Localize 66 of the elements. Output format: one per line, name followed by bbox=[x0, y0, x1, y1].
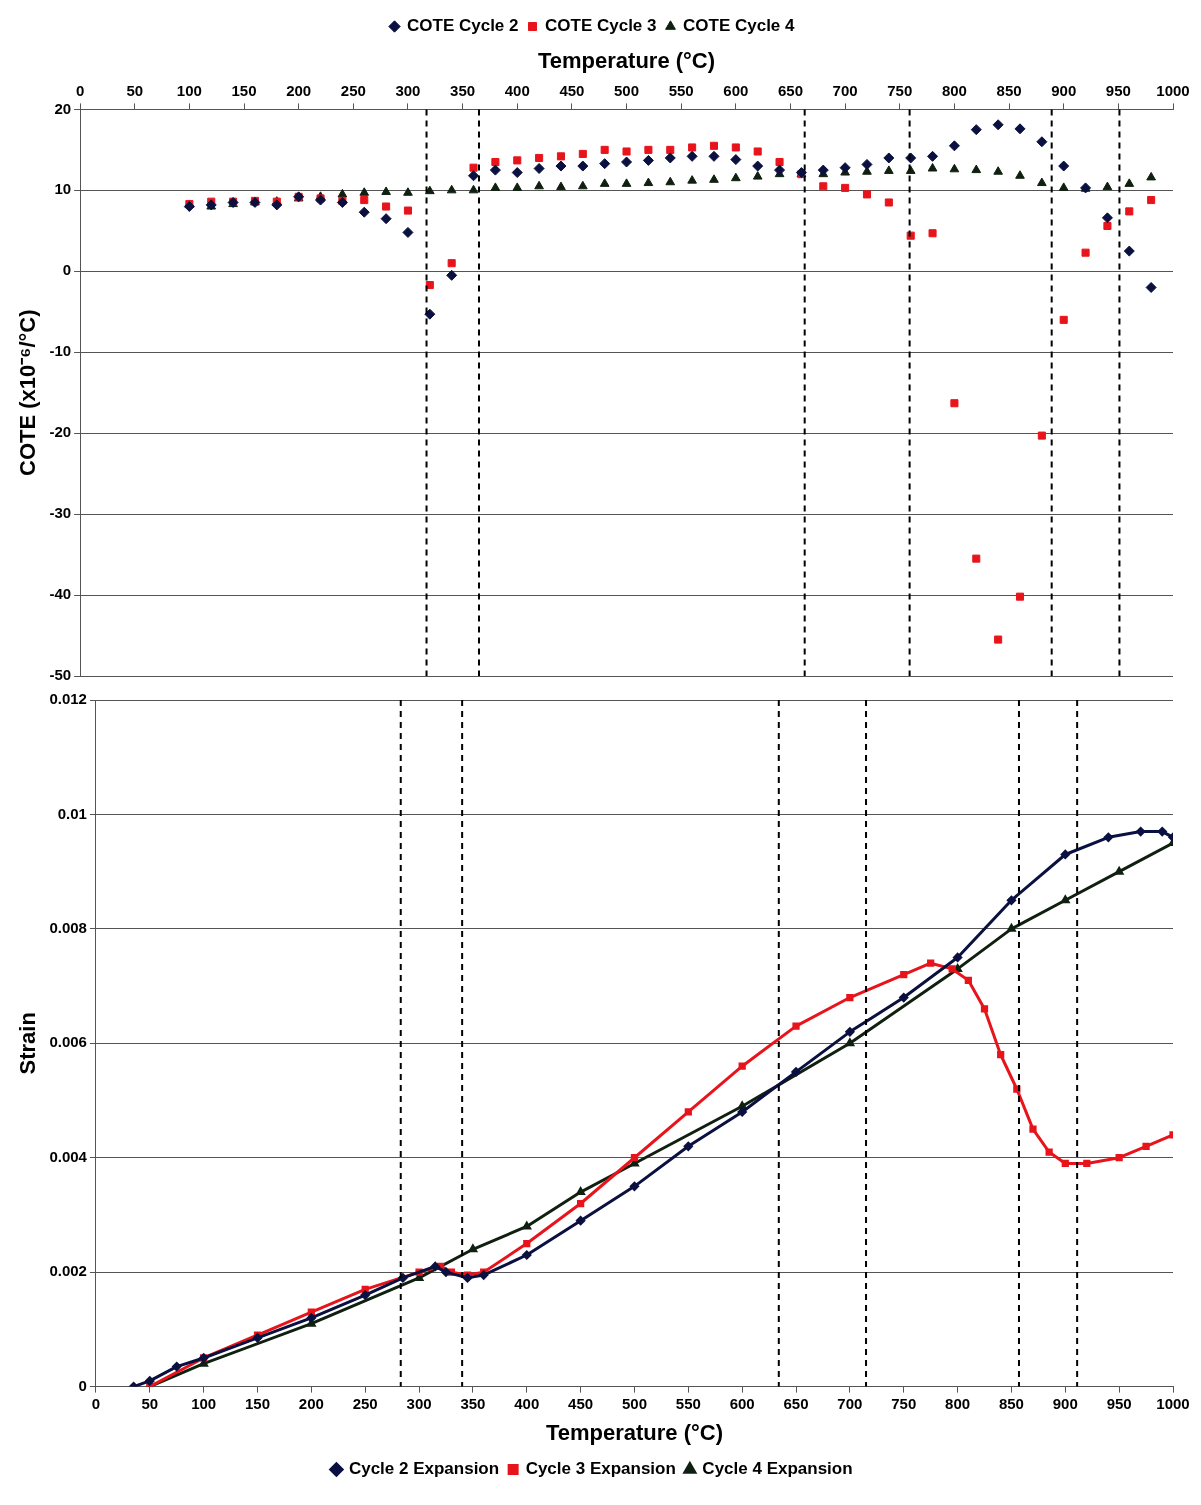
y-tick-label: 0 bbox=[78, 1376, 87, 1394]
x-tick-label: 950 bbox=[1106, 1394, 1132, 1412]
x-tick-label: 400 bbox=[514, 1394, 540, 1412]
x-tick-label: 300 bbox=[395, 81, 421, 99]
y-tick-label: 0.01 bbox=[57, 804, 87, 822]
x-tick-label: 600 bbox=[723, 81, 749, 99]
x-tick-label: 300 bbox=[406, 1394, 432, 1412]
y-tick-label: -20 bbox=[49, 423, 72, 441]
x-tick-label: 650 bbox=[777, 81, 803, 99]
x-tick-label: 550 bbox=[675, 1394, 701, 1412]
x-tick-label: 600 bbox=[729, 1394, 755, 1412]
y-tick-label: 20 bbox=[54, 99, 72, 117]
x-tick-label: 200 bbox=[286, 81, 312, 99]
legend-label: Cycle 3 Expansion bbox=[525, 1459, 676, 1479]
x-tick-label: 400 bbox=[504, 81, 530, 99]
x-tick-label: 350 bbox=[460, 1394, 486, 1412]
x-tick-label: 150 bbox=[231, 81, 257, 99]
y-tick-label: 0.004 bbox=[49, 1147, 88, 1165]
x-tick-label: 900 bbox=[1051, 81, 1077, 99]
x-tick-label: 350 bbox=[450, 81, 476, 99]
x-tick-label: 100 bbox=[176, 81, 202, 99]
x-axis-title: Temperature (°C) bbox=[537, 48, 716, 74]
x-tick-label: 50 bbox=[126, 81, 144, 99]
y-tick-label: 0.008 bbox=[49, 919, 87, 937]
y-tick-label: -40 bbox=[49, 585, 72, 603]
x-tick-label: 450 bbox=[568, 1394, 594, 1412]
y-axis-title: Strain bbox=[15, 1012, 41, 1075]
x-tick-label: 150 bbox=[244, 1394, 271, 1412]
legend-label: COTE Cycle 3 bbox=[545, 16, 657, 36]
x-tick-label: 500 bbox=[614, 81, 640, 99]
y-tick-label: 0 bbox=[62, 261, 72, 279]
legend-label: Cycle 2 Expansion bbox=[348, 1459, 500, 1479]
legend-label: COTE Cycle 2 bbox=[407, 16, 519, 36]
x-tick-label: 0 bbox=[91, 1394, 101, 1412]
x-tick-label: 750 bbox=[887, 81, 913, 99]
x-tick-label: 750 bbox=[891, 1394, 917, 1412]
y-tick-label: -50 bbox=[49, 666, 72, 684]
legend-label: COTE Cycle 4 bbox=[682, 16, 796, 36]
x-tick-label: 850 bbox=[996, 81, 1022, 99]
x-tick-label: 800 bbox=[941, 81, 967, 99]
y-tick-label: 10 bbox=[54, 180, 72, 198]
y-tick-label: -10 bbox=[49, 342, 72, 360]
x-tick-label: 700 bbox=[832, 81, 858, 99]
x-tick-label: 250 bbox=[340, 81, 366, 99]
y-tick-label: 0.002 bbox=[49, 1262, 87, 1280]
x-tick-label: 200 bbox=[298, 1394, 324, 1412]
x-tick-label: 500 bbox=[621, 1394, 647, 1412]
x-tick-label: 850 bbox=[998, 1394, 1024, 1412]
x-tick-label: 800 bbox=[945, 1394, 971, 1412]
y-axis-title: COTE (x10⁻⁶/°C) bbox=[15, 309, 41, 476]
x-tick-label: 550 bbox=[668, 81, 694, 99]
x-tick-label: 1000 bbox=[1156, 81, 1190, 99]
x-tick-label: 900 bbox=[1052, 1394, 1078, 1412]
x-tick-label: 650 bbox=[783, 1394, 809, 1412]
x-tick-label: 50 bbox=[141, 1394, 159, 1412]
x-tick-label: 450 bbox=[559, 81, 585, 99]
y-tick-label: 0.006 bbox=[49, 1033, 87, 1051]
x-tick-label: 700 bbox=[837, 1394, 863, 1412]
x-tick-label: 100 bbox=[191, 1394, 217, 1412]
x-axis-title: Temperature (°C) bbox=[545, 1419, 724, 1445]
y-tick-label: 0.012 bbox=[49, 690, 87, 708]
legend-label: Cycle 4 Expansion bbox=[702, 1459, 853, 1479]
x-tick-label: 250 bbox=[352, 1394, 378, 1412]
y-tick-label: -30 bbox=[49, 504, 72, 522]
x-tick-label: 1000 bbox=[1156, 1394, 1190, 1412]
x-tick-label: 950 bbox=[1105, 81, 1131, 99]
